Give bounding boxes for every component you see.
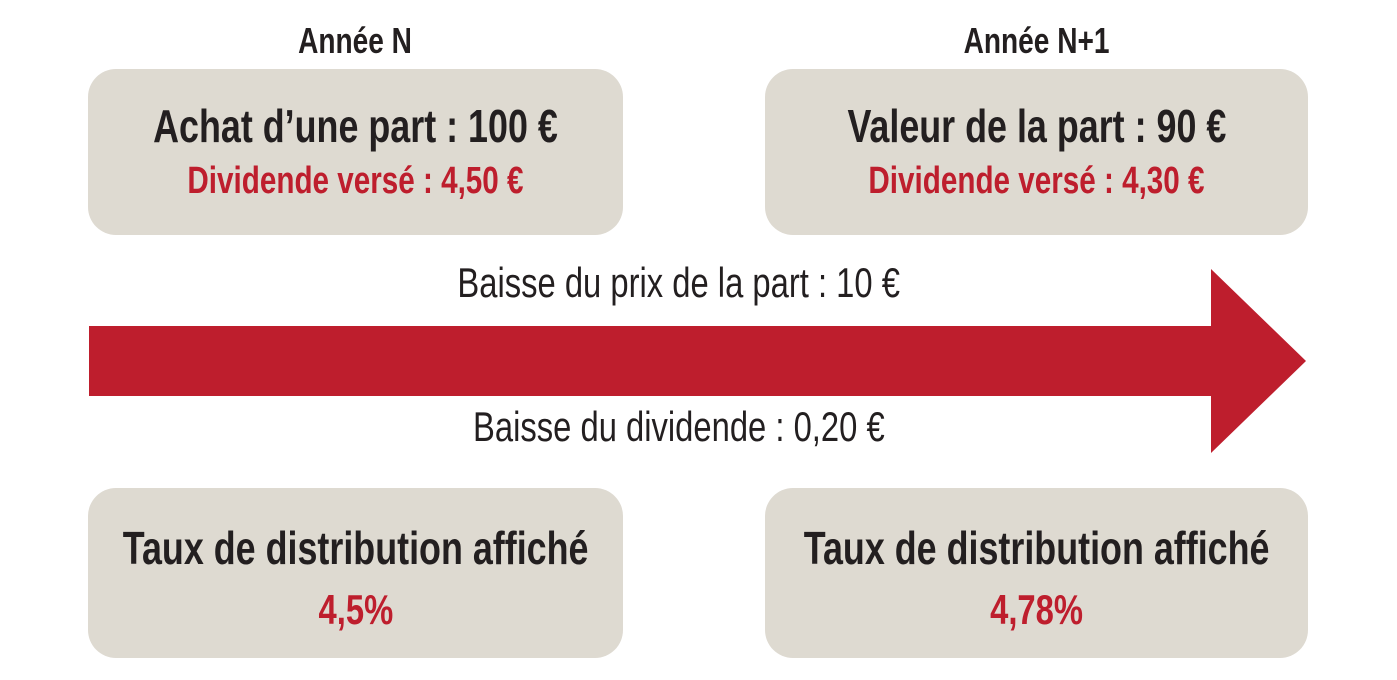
distribution-rate-value-year-n-plus-1: 4,78%	[977, 585, 1096, 633]
box-purchase-year-n: Achat d’une part : 100 € Dividende versé…	[88, 69, 623, 235]
box-distribution-rate-year-n: Taux de distribution affiché 4,5%	[88, 488, 623, 658]
column-header-year-n: Année N	[88, 20, 623, 62]
share-value-text: Valeur de la part : 90 €	[847, 100, 1226, 153]
share-value-line: Valeur de la part : 90 €	[794, 102, 1280, 152]
purchase-price-text: Achat d’une part : 100 €	[153, 100, 558, 153]
dividend-paid-line-year-n-plus-1: Dividende versé : 4,30 €	[821, 159, 1252, 202]
dividend-paid-text-year-n: Dividende versé : 4,50 €	[187, 159, 524, 202]
dividend-paid-line-year-n: Dividende versé : 4,50 €	[140, 159, 571, 202]
arrow-label-dividend-drop: Baisse du dividende : 0,20 €	[89, 406, 1269, 448]
distribution-rate-value-text-year-n-plus-1: 4,78%	[990, 585, 1083, 633]
price-drop-text: Baisse du prix de la part : 10 €	[457, 259, 901, 306]
dividend-paid-text-year-n-plus-1: Dividende versé : 4,30 €	[868, 159, 1205, 202]
distribution-rate-title-text-year-n-plus-1: Taux de distribution affiché	[803, 522, 1270, 575]
arrow-label-price-drop: Baisse du prix de la part : 10 €	[89, 262, 1269, 304]
year-n-label: Année N	[298, 20, 413, 61]
year-n-plus-1-label: Année N+1	[963, 20, 1110, 61]
box-value-year-n-plus-1: Valeur de la part : 90 € Dividende versé…	[765, 69, 1308, 235]
distribution-rate-value-text-year-n: 4,5%	[318, 585, 393, 633]
red-arrow-shaft	[89, 326, 1212, 396]
distribution-rate-title-text-year-n: Taux de distribution affiché	[122, 522, 589, 575]
dividend-drop-text: Baisse du dividende : 0,20 €	[473, 403, 885, 450]
purchase-price-line: Achat d’une part : 100 €	[96, 102, 615, 152]
distribution-rate-value-year-n: 4,5%	[308, 585, 404, 633]
box-distribution-rate-year-n-plus-1: Taux de distribution affiché 4,78%	[765, 488, 1308, 658]
distribution-rate-title-year-n-plus-1: Taux de distribution affiché	[738, 522, 1335, 575]
distribution-rate-title-year-n: Taux de distribution affiché	[57, 522, 654, 575]
column-header-year-n-plus-1: Année N+1	[765, 20, 1308, 62]
